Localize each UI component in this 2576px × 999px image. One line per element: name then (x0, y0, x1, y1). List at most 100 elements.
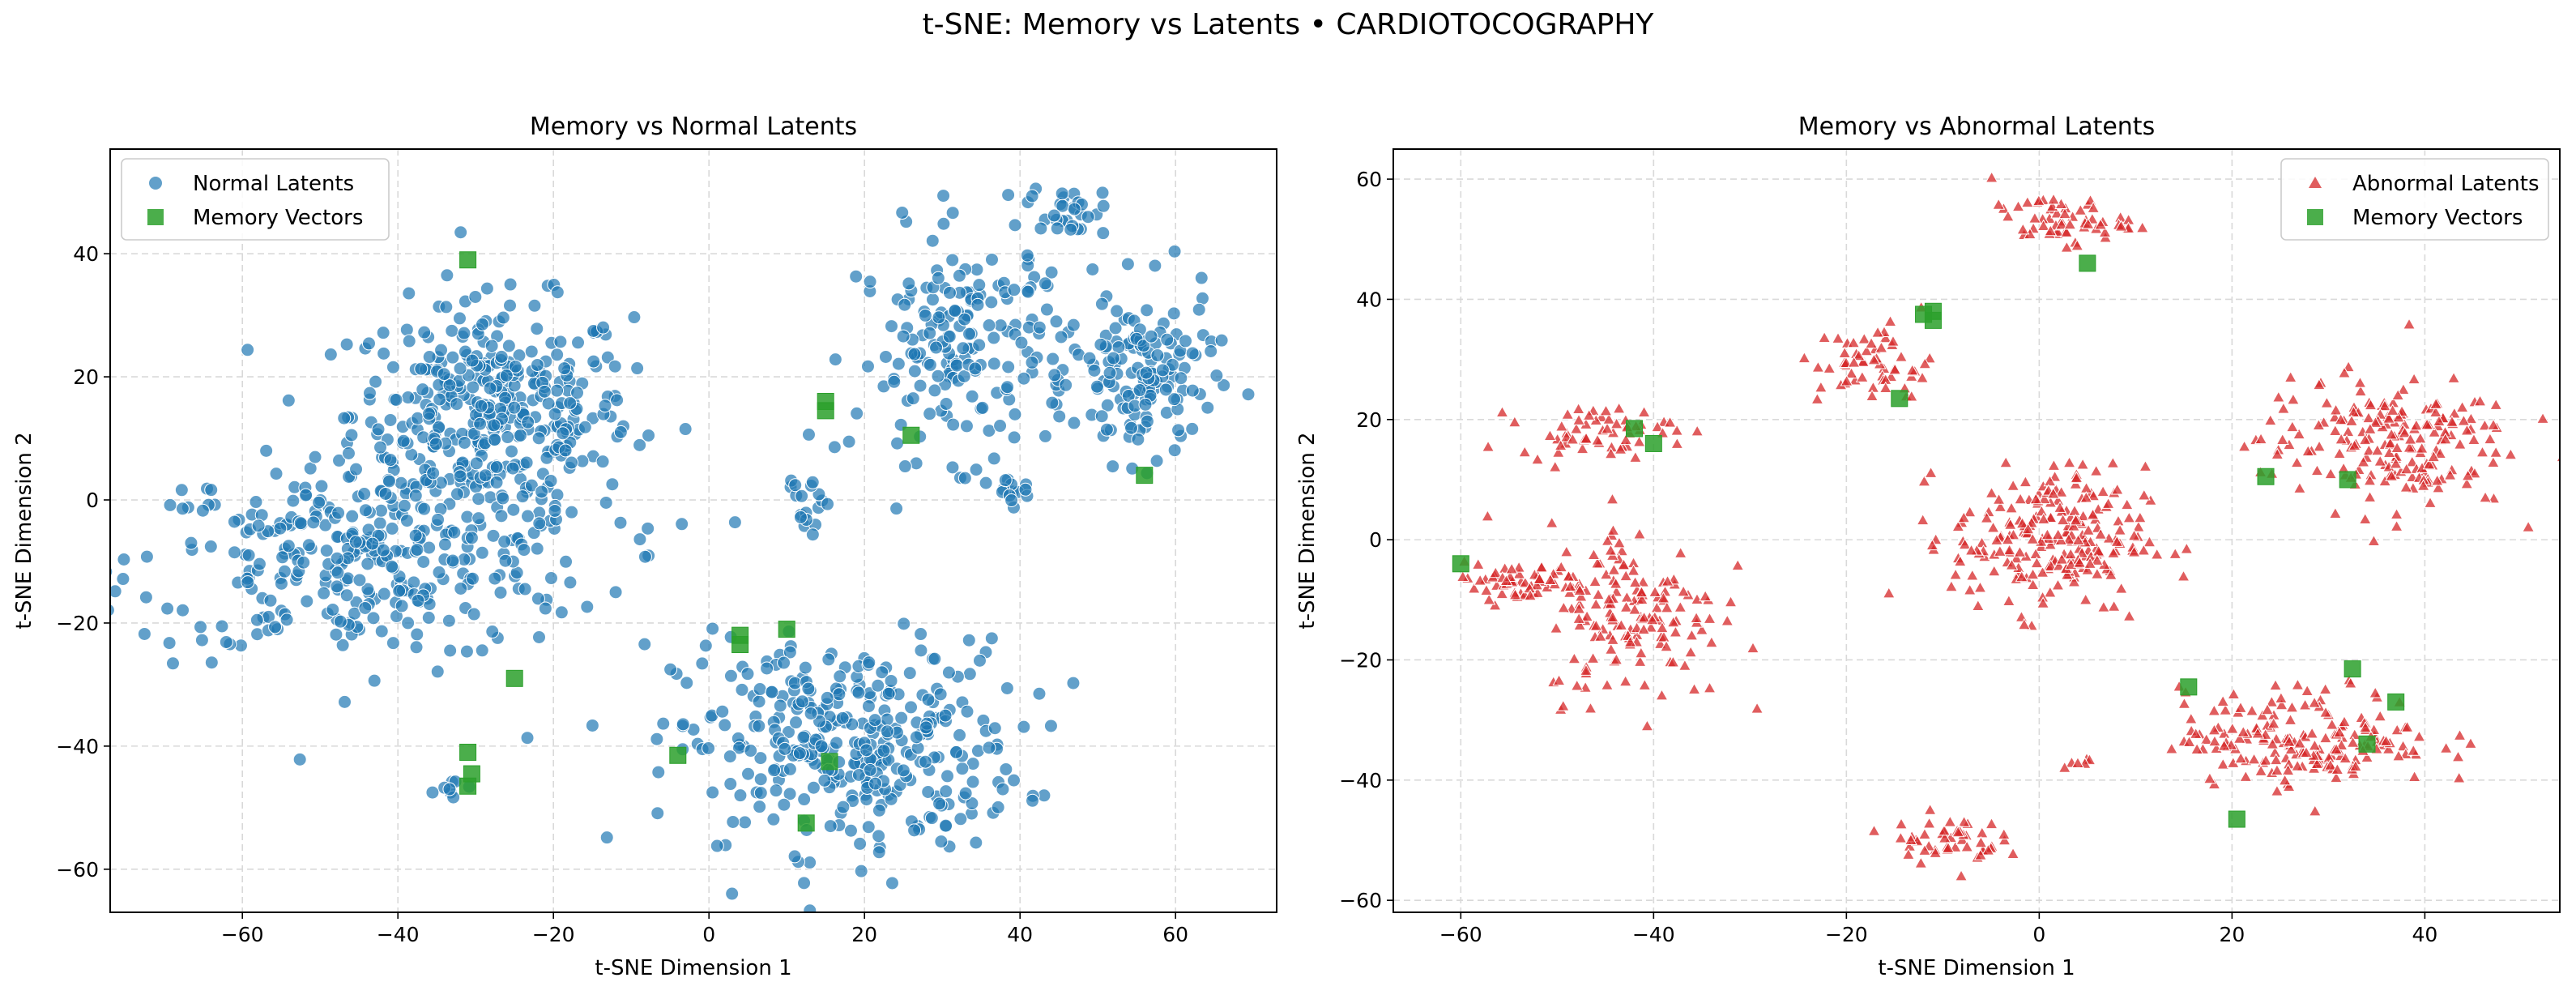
normal-latent-point (1096, 226, 1111, 241)
chart-panel-1: −60 −40 −20 0 20 40 60 −60 −40 −20 0 20 40 Memory vs … (12, 113, 1277, 980)
x-tick-label: −20 (1825, 923, 1868, 946)
abnormal-latent-point (2453, 728, 2467, 741)
normal-latent-point (344, 428, 359, 442)
normal-latent-point (369, 374, 383, 389)
abnormal-latent-point (2110, 535, 2124, 547)
abnormal-latent-point (2428, 425, 2442, 438)
normal-latent-point (540, 450, 554, 465)
abnormal-latent-point (1973, 848, 1988, 860)
abnormal-latent-point (1610, 652, 1623, 665)
abnormal-latent-point (2344, 677, 2357, 689)
normal-latent-point (872, 803, 886, 818)
abnormal-latent-point (2237, 725, 2250, 737)
legend-marker (149, 177, 162, 190)
abnormal-latent-point (2460, 477, 2474, 489)
normal-latent-point (933, 687, 948, 702)
normal-latent-point (885, 876, 899, 890)
normal-latent-point (443, 643, 458, 658)
normal-latent-point (530, 322, 544, 336)
normal-latent-point (608, 585, 623, 600)
normal-latent-point (497, 535, 512, 549)
abnormal-latent-point (2402, 318, 2416, 330)
abnormal-latent-point (2423, 496, 2437, 508)
normal-latent-point (979, 476, 993, 490)
normal-latent-point (984, 631, 999, 646)
abnormal-latent-point (1644, 621, 1658, 633)
normal-latent-point (884, 792, 898, 806)
normal-latent-point (946, 417, 961, 432)
abnormal-latent-point (2070, 471, 2083, 483)
abnormal-latent-point (1904, 390, 1918, 402)
abnormal-latent-point (1699, 589, 1712, 602)
abnormal-latent-point (2026, 578, 2040, 590)
abnormal-latent-point (2378, 399, 2391, 412)
abnormal-latent-point (2400, 720, 2414, 732)
normal-latent-point (812, 487, 826, 502)
abnormal-latent-point (2390, 441, 2404, 454)
normal-latent-point (733, 788, 748, 803)
abnormal-latent-point (2081, 523, 2096, 536)
normal-latent-point (953, 728, 967, 742)
memory-vector-point (459, 251, 477, 269)
normal-latent-point (1055, 186, 1069, 201)
normal-latent-point (805, 475, 820, 489)
abnormal-latent-point (2177, 570, 2190, 582)
normal-latent-point (174, 483, 189, 497)
abnormal-latent-point (2408, 372, 2421, 385)
normal-latent-point (939, 818, 953, 833)
normal-latent-point (1094, 337, 1108, 352)
normal-latent-point (735, 682, 749, 697)
normal-latent-point (1149, 454, 1164, 468)
normal-latent-point (402, 286, 416, 301)
normal-latent-point (828, 352, 842, 367)
normal-latent-point (520, 509, 535, 523)
normal-latent-point (300, 594, 314, 608)
memory-vector-point (459, 743, 477, 761)
abnormal-latent-point (2324, 467, 2338, 480)
normal-latent-point (1100, 398, 1115, 412)
abnormal-latent-point (1965, 569, 1979, 581)
abnormal-latent-point (1548, 460, 1562, 472)
normal-latent-point (431, 512, 446, 527)
abnormal-latent-point (2390, 519, 2403, 532)
abnormal-latent-point (1923, 352, 1937, 364)
normal-latent-point (506, 502, 521, 517)
normal-latent-point (812, 714, 827, 728)
normal-latent-point (204, 483, 219, 497)
abnormal-latent-point (1620, 591, 1634, 603)
y-axis-label: t-SNE Dimension 2 (1295, 432, 1320, 629)
normal-latent-point (859, 792, 874, 807)
normal-latent-point (252, 557, 267, 571)
abnormal-latent-point (1690, 611, 1704, 624)
normal-latent-point (335, 638, 350, 652)
normal-latent-point (1021, 284, 1035, 299)
normal-latent-point (531, 431, 546, 446)
normal-latent-point (596, 320, 611, 335)
normal-latent-point (1001, 360, 1016, 374)
abnormal-latent-point (2054, 485, 2068, 497)
normal-latent-point (585, 718, 599, 732)
normal-latent-point (1140, 303, 1154, 318)
normal-latent-point (194, 620, 208, 634)
abnormal-latent-point (2122, 609, 2136, 621)
normal-latent-point (204, 655, 219, 670)
normal-latent-point (459, 644, 474, 659)
normal-latent-point (299, 488, 313, 502)
normal-latent-point (538, 601, 552, 616)
abnormal-latent-point (2094, 218, 2108, 230)
abnormal-latent-point (2063, 217, 2077, 230)
memory-vector-point (2180, 678, 2198, 696)
abnormal-latent-point (1963, 583, 1977, 596)
normal-latent-point (833, 669, 847, 684)
abnormal-latent-point (2021, 522, 2035, 535)
normal-latent-point (861, 699, 876, 714)
normal-latent-point (914, 643, 928, 658)
normal-latent-point (953, 812, 968, 826)
normal-latent-point (787, 676, 802, 690)
abnormal-latent-point (2104, 568, 2118, 580)
abnormal-latent-point (1572, 413, 1586, 425)
abnormal-latent-point (2219, 703, 2233, 715)
normal-latent-point (1066, 318, 1081, 332)
x-axis-label: t-SNE Dimension 1 (1878, 956, 2075, 980)
abnormal-latent-point (2415, 442, 2429, 454)
